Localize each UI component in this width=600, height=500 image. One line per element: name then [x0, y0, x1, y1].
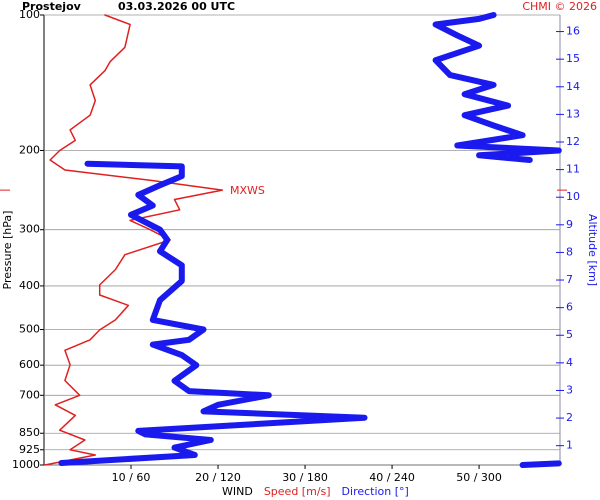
y2-tick-label: 9: [566, 218, 573, 231]
x-tick-label: 40 / 240: [369, 471, 415, 484]
y2-axis-label: Altitude [km]: [586, 214, 599, 286]
x-tick-label: 20 / 120: [195, 471, 241, 484]
y-tick-label: 200: [19, 143, 40, 156]
y2-tick-label: 10: [566, 190, 580, 203]
y2-tick-label: 6: [566, 301, 573, 314]
y-axis-label: Pressure [hPa]: [1, 211, 14, 290]
y-tick-label: 300: [19, 223, 40, 236]
y-tick-label: 925: [19, 443, 40, 456]
y2-tick-label: 15: [566, 52, 580, 65]
y2-tick-label: 7: [566, 273, 573, 286]
y2-tick-label: 8: [566, 245, 573, 258]
x-tick-label: 30 / 180: [282, 471, 328, 484]
x-tick-label: 10 / 60: [112, 471, 151, 484]
x-axis-label: WIND: [222, 485, 253, 498]
legend-entry: Direction [°]: [342, 485, 409, 498]
credit: CHMI © 2026: [522, 0, 597, 13]
x-tick-label: 50 / 300: [456, 471, 502, 484]
chart-title: Prostejov: [22, 0, 82, 13]
y2-tick-label: 1: [566, 439, 573, 452]
annotation: MXWS: [230, 184, 265, 197]
y2-tick-label: 12: [566, 135, 580, 148]
y2-tick-label: 11: [566, 163, 580, 176]
speed-line: [44, 14, 224, 466]
y2-tick-label: 13: [566, 107, 580, 120]
y-tick-label: 500: [19, 323, 40, 336]
chart-subtitle: 03.03.2026 00 UTC: [118, 0, 235, 13]
y2-tick-label: 2: [566, 411, 573, 424]
y-tick-label: 1000: [12, 458, 40, 471]
y2-tick-label: 4: [566, 356, 573, 369]
y-tick-label: 600: [19, 358, 40, 371]
y-tick-label: 100: [19, 8, 40, 21]
y-tick-label: 850: [19, 426, 40, 439]
y2-tick-label: 5: [566, 328, 573, 341]
legend-entry: Speed [m/s]: [264, 485, 331, 498]
y2-tick-label: 16: [566, 25, 580, 38]
y-tick-label: 700: [19, 388, 40, 401]
y2-tick-label: 14: [566, 80, 580, 93]
y-tick-label: 400: [19, 279, 40, 292]
direction-line: [58, 12, 562, 468]
y2-tick-label: 3: [566, 383, 573, 396]
